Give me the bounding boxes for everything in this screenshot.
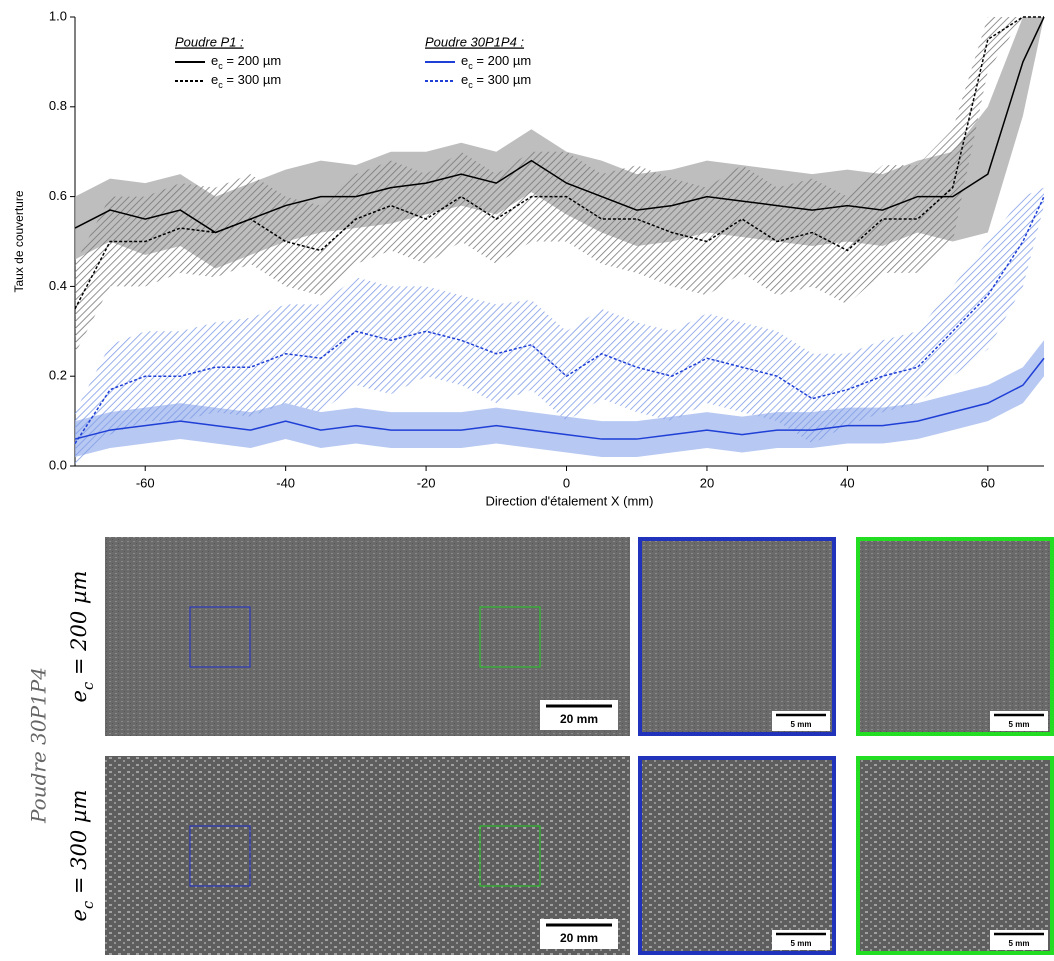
y-tick-label: 0.0 bbox=[49, 457, 67, 472]
y-tick-label: 0.4 bbox=[49, 278, 67, 293]
zoom-region-green bbox=[479, 825, 541, 887]
legend-label: ec = 300 µm bbox=[461, 72, 531, 90]
chart: 0.0 0.2 0.4 0.6 0.8 1.0 -60 -40 -20 0 20 40 60 Direct… bbox=[12, 8, 1045, 508]
image-panel: Poudre 30P1P4 ec = 200 µm 20 mm 5 mm 5 mm ec … bbox=[27, 537, 1054, 955]
series-line bbox=[74, 16, 1045, 234]
zoom-image bbox=[638, 537, 836, 736]
x-tick-label: 40 bbox=[840, 475, 854, 490]
x-tick-label: -40 bbox=[276, 475, 295, 490]
group-label: Poudre 30P1P4 bbox=[27, 667, 51, 824]
legend-label: ec = 300 µm bbox=[211, 72, 281, 90]
legend-title: Poudre 30P1P4 : bbox=[425, 34, 524, 49]
scale-label: 20 mm bbox=[560, 931, 598, 945]
legend-label: ec = 200 µm bbox=[211, 53, 281, 71]
zoom-region-green bbox=[479, 606, 541, 668]
legend-title: Poudre P1 : bbox=[175, 34, 244, 49]
x-tick-label: 20 bbox=[700, 475, 714, 490]
y-tick-label: 0.8 bbox=[49, 98, 67, 113]
row-label: ec = 200 µm bbox=[67, 571, 97, 703]
series-line bbox=[74, 196, 1045, 444]
y-tick-label: 0.6 bbox=[49, 188, 67, 203]
scale-label: 20 mm bbox=[560, 712, 598, 726]
legend-label: ec = 200 µm bbox=[461, 53, 531, 71]
x-tick-label: 60 bbox=[981, 475, 995, 490]
x-tick-label: 0 bbox=[563, 475, 570, 490]
series-line bbox=[74, 357, 1045, 440]
x-axis-label: Direction d'étalement X (mm) bbox=[486, 493, 654, 508]
series-line bbox=[74, 16, 1044, 310]
x-tick-label: -60 bbox=[136, 475, 155, 490]
zoom-image bbox=[856, 537, 1054, 736]
band bbox=[75, 187, 1044, 466]
y-axis-label: Taux de couverture bbox=[12, 190, 26, 292]
zoom-scale-label: 5 mm bbox=[791, 720, 812, 729]
y-tick-label: 1.0 bbox=[49, 8, 67, 23]
zoom-region-blue bbox=[189, 606, 251, 668]
zoom-image bbox=[638, 756, 836, 955]
zoom-scale-label: 5 mm bbox=[1009, 720, 1030, 729]
zoom-region-blue bbox=[189, 825, 251, 887]
zoom-scale-label: 5 mm bbox=[791, 939, 812, 948]
row-label: ec = 300 µm bbox=[67, 790, 97, 922]
zoom-scale-label: 5 mm bbox=[1009, 939, 1030, 948]
y-tick-label: 0.2 bbox=[49, 368, 67, 383]
x-tick-label: -20 bbox=[417, 475, 436, 490]
band bbox=[75, 17, 1044, 354]
zoom-image bbox=[856, 756, 1054, 955]
